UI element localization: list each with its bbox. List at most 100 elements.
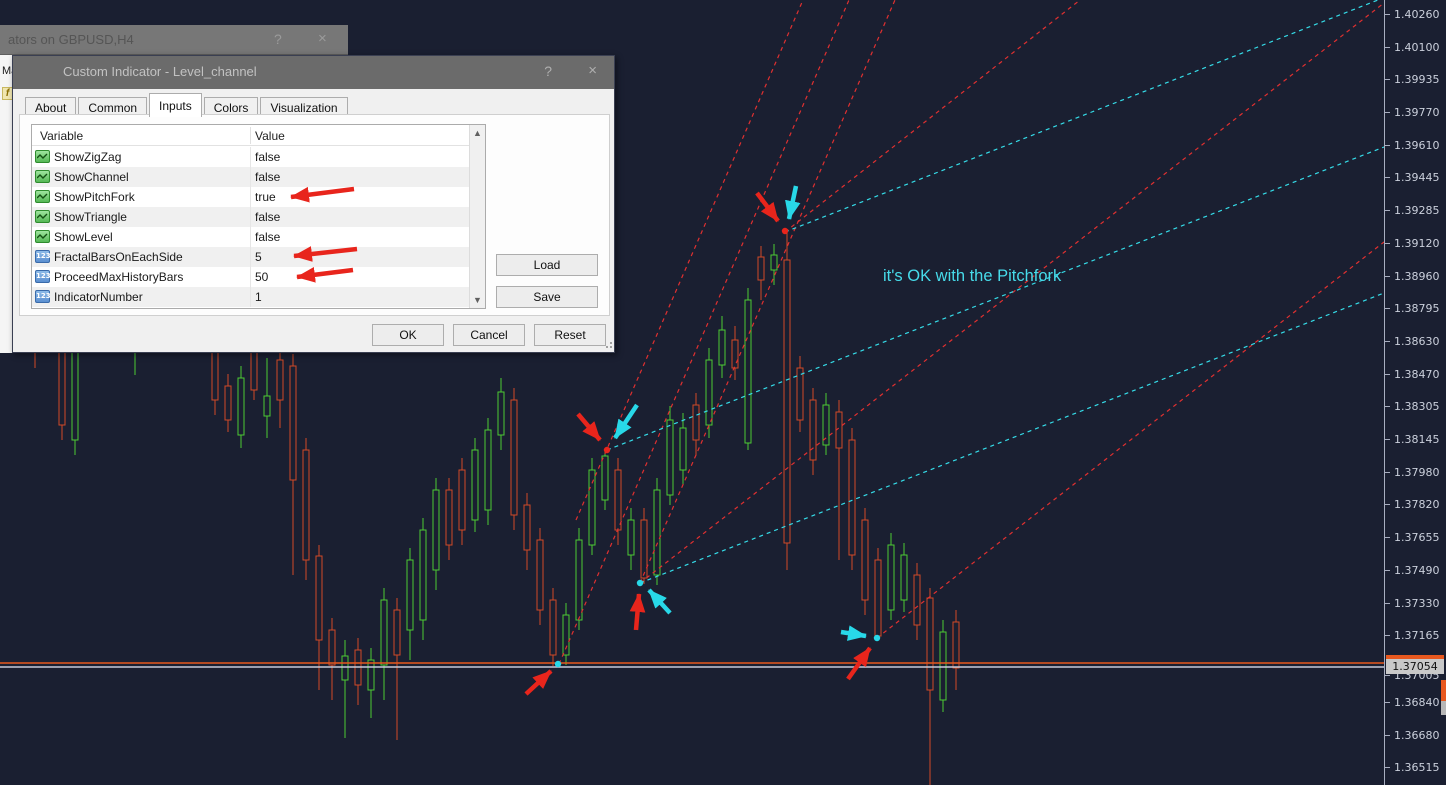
table-row-ShowChannel[interactable]: ShowChannel false	[32, 167, 469, 187]
axis-scrollbar-thumb-gray[interactable]	[1441, 701, 1446, 715]
indicators-dialog-titlebar[interactable]: ators on GBPUSD,H4 ? ×	[0, 25, 348, 55]
variable-name: ShowChannel	[54, 170, 129, 184]
candle	[939, 631, 947, 701]
help-icon[interactable]: ?	[274, 31, 282, 47]
candle	[900, 554, 908, 601]
zigzag-icon	[35, 190, 50, 203]
pitchfork-red-line	[558, 0, 850, 665]
table-row-ShowPitchFork[interactable]: ShowPitchFork true	[32, 187, 469, 207]
candle	[601, 455, 609, 501]
candle	[809, 399, 817, 461]
column-divider	[250, 247, 251, 267]
variable-name: ProceedMaxHistoryBars	[54, 270, 184, 284]
candle	[432, 489, 440, 571]
help-icon[interactable]: ?	[544, 63, 552, 79]
price-tick: 1.38630	[1385, 335, 1446, 349]
candle	[692, 404, 700, 441]
cancel-button[interactable]: Cancel	[453, 324, 525, 346]
price-tick: 1.38305	[1385, 400, 1446, 414]
tab-common[interactable]: Common	[78, 97, 148, 119]
numeric-123-icon: 123	[35, 250, 51, 263]
price-tick: 1.37490	[1385, 564, 1446, 578]
pitchfork-cyan-line	[639, 292, 1385, 584]
price-axis[interactable]: 1.40260 1.40100 1.39935 1.39770 1.39610 1.394…	[1384, 0, 1446, 785]
tab-colors[interactable]: Colors	[203, 97, 259, 119]
candle	[887, 544, 895, 611]
candle	[926, 597, 934, 691]
candle	[718, 329, 726, 366]
numeric-123-icon: 123	[35, 290, 51, 303]
candle	[536, 539, 544, 611]
candle	[497, 391, 505, 436]
price-tick: 1.39935	[1385, 73, 1446, 87]
price-tick: 1.37330	[1385, 597, 1446, 611]
reset-button[interactable]: Reset	[534, 324, 606, 346]
table-row-ProceedMaxHistoryBars[interactable]: 123 ProceedMaxHistoryBars 50	[32, 267, 469, 287]
table-scrollbar[interactable]: ▲ ▼	[469, 125, 485, 308]
price-tick: 1.37655	[1385, 531, 1446, 545]
current-price-tag: 1.37054	[1386, 655, 1444, 674]
table-row-ShowTriangle[interactable]: ShowTriangle false	[32, 207, 469, 227]
candle	[614, 469, 622, 531]
candle	[289, 365, 297, 481]
candle	[731, 339, 739, 369]
variable-name: IndicatorNumber	[54, 290, 143, 304]
pitchfork-cyan-line	[606, 146, 1385, 451]
close-icon[interactable]: ×	[318, 30, 327, 47]
scroll-up-icon[interactable]: ▲	[470, 125, 485, 141]
variable-value[interactable]: false	[255, 230, 281, 244]
save-button[interactable]: Save	[496, 286, 598, 308]
candle	[419, 529, 427, 621]
candle	[549, 599, 557, 656]
price-tick: 1.36680	[1385, 729, 1446, 743]
pitchfork-red-line	[575, 0, 804, 521]
candle	[523, 504, 531, 551]
variable-name: ShowTriangle	[54, 210, 127, 224]
candle	[510, 399, 518, 516]
variable-value[interactable]: true	[255, 190, 276, 204]
variable-value[interactable]: 5	[255, 250, 262, 264]
candle	[341, 655, 349, 681]
table-row-FractalBarsOnEachSide[interactable]: 123 FractalBarsOnEachSide 5	[32, 247, 469, 267]
close-icon[interactable]: ×	[588, 62, 597, 79]
resize-grip[interactable]	[604, 342, 612, 350]
current-price-label: 1.37054	[1386, 659, 1444, 674]
candle	[796, 367, 804, 421]
variable-value[interactable]: false	[255, 150, 281, 164]
price-tick: 1.39120	[1385, 237, 1446, 251]
variable-value[interactable]: false	[255, 210, 281, 224]
axis-scrollbar-thumb-orange[interactable]	[1441, 680, 1446, 701]
variable-name: ShowZigZag	[54, 150, 122, 164]
table-row-ShowLevel[interactable]: ShowLevel false	[32, 227, 469, 247]
column-divider	[250, 127, 251, 144]
candle	[237, 377, 245, 436]
price-tick: 1.40100	[1385, 41, 1446, 55]
column-divider	[250, 287, 251, 307]
column-header-variable: Variable	[40, 129, 84, 143]
column-divider	[250, 267, 251, 287]
load-button[interactable]: Load	[496, 254, 598, 276]
scroll-down-icon[interactable]: ▼	[470, 292, 485, 308]
candle	[263, 395, 271, 417]
tab-inputs[interactable]: Inputs	[149, 93, 202, 117]
variable-value[interactable]: 1	[255, 290, 262, 304]
candle	[315, 555, 323, 641]
indicators-list-item[interactable]: Ma	[2, 65, 13, 77]
zigzag-icon	[35, 170, 50, 183]
table-row-ShowZigZag[interactable]: ShowZigZag false	[32, 147, 469, 167]
price-tick: 1.36840	[1385, 696, 1446, 710]
price-tick: 1.39445	[1385, 171, 1446, 185]
inputs-table-rows: ShowZigZag false ShowChannel false ShowPitch…	[32, 147, 469, 307]
variable-value[interactable]: false	[255, 170, 281, 184]
candle	[679, 427, 687, 471]
table-row-IndicatorNumber[interactable]: 123 IndicatorNumber 1	[32, 287, 469, 307]
candle	[653, 489, 661, 576]
pitchfork-lines	[558, 0, 1385, 665]
ok-button[interactable]: OK	[372, 324, 444, 346]
variable-value[interactable]: 50	[255, 270, 269, 284]
tab-about[interactable]: About	[25, 97, 77, 119]
dialog-titlebar[interactable]: Custom Indicator - Level_channel ? ×	[13, 56, 614, 89]
tab-visualization[interactable]: Visualization	[260, 97, 348, 119]
price-tick: 1.39610	[1385, 139, 1446, 153]
price-tick: 1.38960	[1385, 270, 1446, 284]
